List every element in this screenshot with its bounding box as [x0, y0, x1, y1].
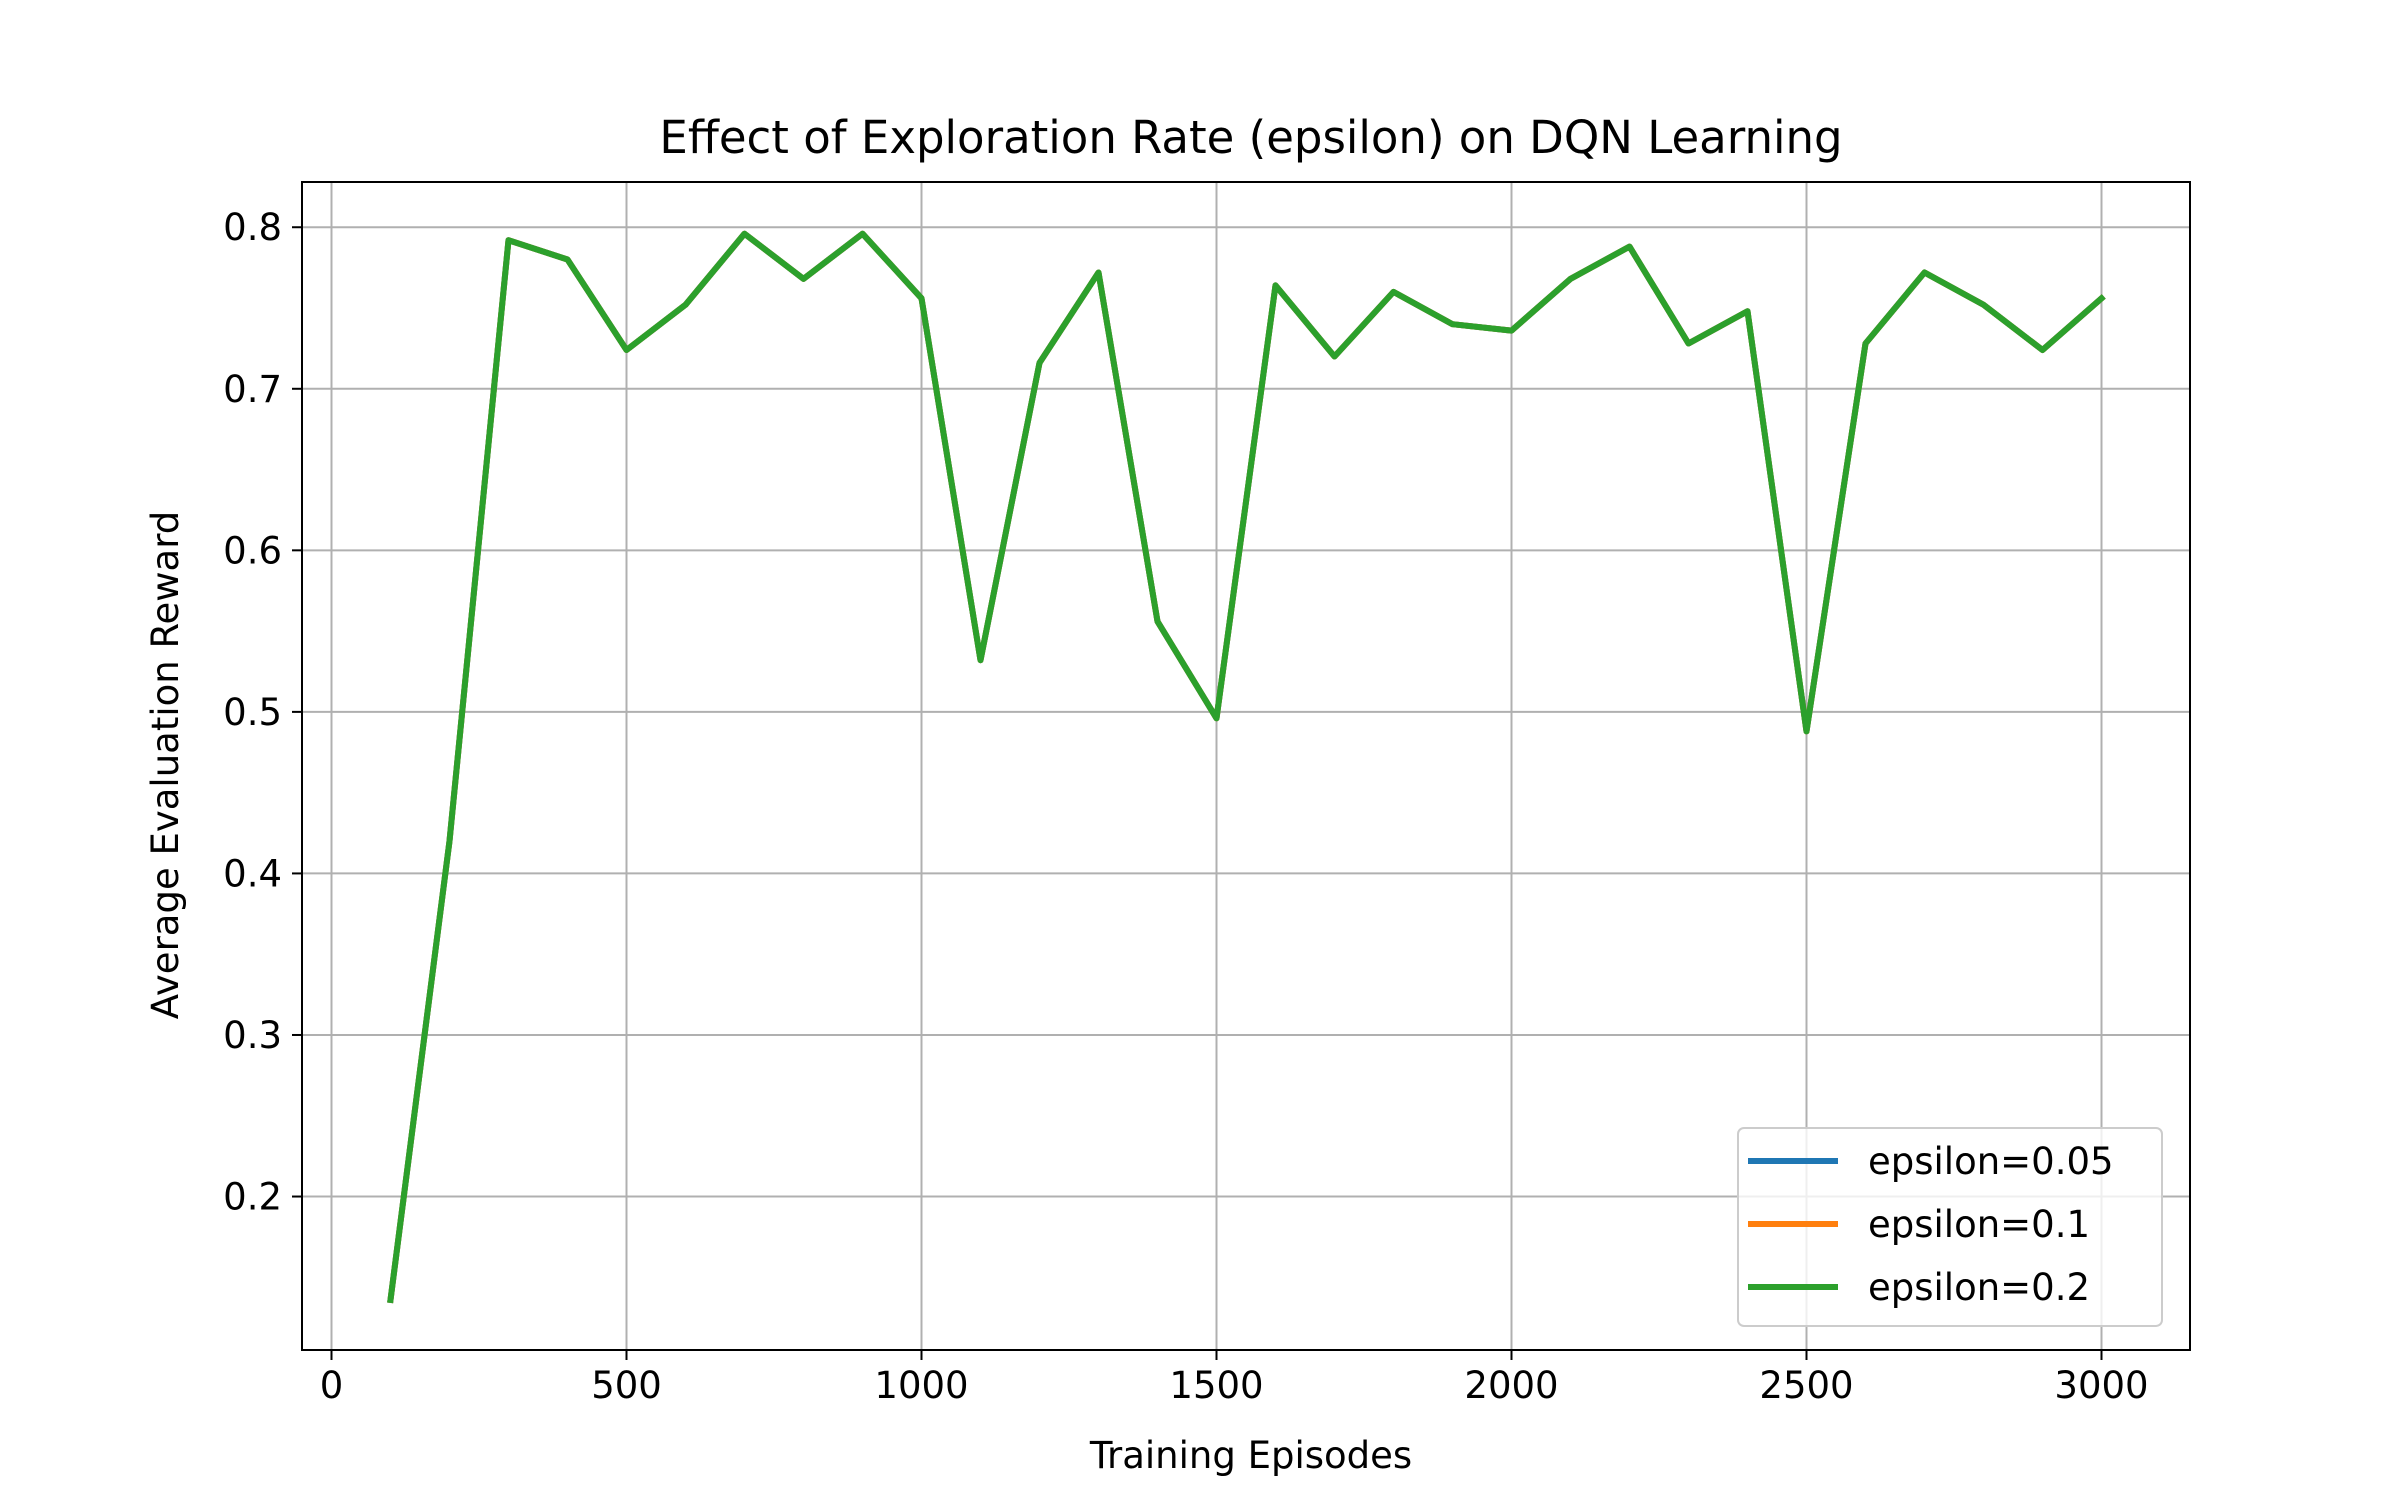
y-tick-label: 0.5 — [223, 691, 282, 734]
legend-box — [1737, 1127, 2163, 1327]
x-tick-label: 2000 — [1464, 1364, 1558, 1407]
x-tick-label: 1500 — [1169, 1364, 1263, 1407]
y-tick-label: 0.6 — [223, 529, 282, 572]
x-tick-label: 1000 — [874, 1364, 968, 1407]
x-tick-label: 0 — [320, 1364, 344, 1407]
legend: epsilon=0.05 epsilon=0.1 epsilon=0.2 — [1737, 1127, 2163, 1327]
y-tick-label: 0.7 — [223, 368, 282, 411]
y-tick-label: 0.8 — [223, 206, 282, 249]
y-tick-label: 0.4 — [223, 852, 282, 895]
x-tick-label: 500 — [591, 1364, 662, 1407]
ticks-layer: 0 500 1000 1500 2000 2500 3000 0.2 0.3 0.4 0.5 0.6 0… — [223, 206, 2148, 1407]
plot-frame — [301, 181, 2191, 1351]
y-axis-label: Average Evaluation Reward — [144, 511, 187, 1019]
y-tick-label: 0.3 — [223, 1014, 282, 1057]
x-tick-label: 3000 — [2054, 1364, 2148, 1407]
x-tick-label: 2500 — [1759, 1364, 1853, 1407]
y-tick-label: 0.2 — [223, 1176, 282, 1219]
legend-label-3: epsilon=0.2 — [1868, 1266, 2090, 1309]
series-layer — [387, 230, 2106, 1304]
x-axis-label: Training Episodes — [1089, 1434, 1412, 1477]
grid-layer — [302, 182, 2190, 1350]
chart-title: Effect of Exploration Rate (epsilon) on … — [659, 111, 1842, 164]
legend-label-1: epsilon=0.05 — [1868, 1140, 2114, 1183]
legend-label-2: epsilon=0.1 — [1868, 1203, 2090, 1246]
series-line-3 — [387, 230, 2106, 1304]
